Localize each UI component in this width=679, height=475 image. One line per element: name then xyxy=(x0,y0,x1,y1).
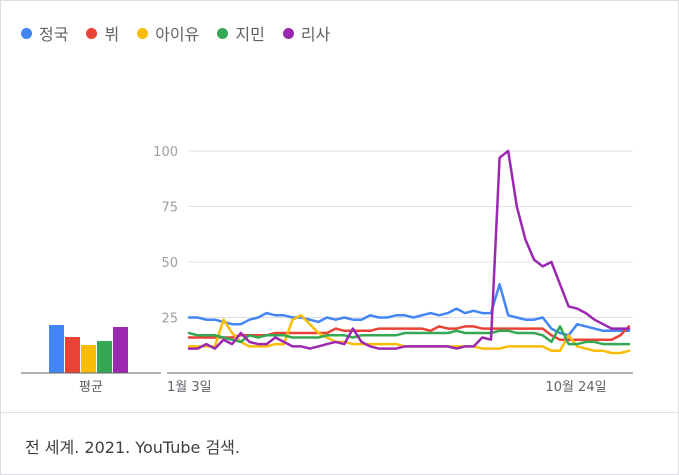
y-tick-label: 25 xyxy=(161,312,178,327)
bar-axis-label: 평균 xyxy=(79,380,103,395)
average-bar[interactable] xyxy=(97,341,112,373)
legend-dot-icon xyxy=(282,27,294,39)
average-bar-chart: 평균 xyxy=(21,325,161,395)
series-line[interactable] xyxy=(187,325,631,346)
legend-dot-icon xyxy=(137,27,149,39)
legend-label: 뷔 xyxy=(104,25,120,44)
legend-dot-icon xyxy=(217,27,229,39)
legend-item[interactable]: 리사 xyxy=(282,21,331,45)
footer-caption: 전 세계. 2021. YouTube 검색. xyxy=(25,438,240,457)
average-bar[interactable] xyxy=(65,337,80,373)
legend-dot-icon xyxy=(21,27,32,39)
legend-label: 지민 xyxy=(235,25,265,44)
y-tick-label: 100 xyxy=(153,145,178,160)
series-line[interactable] xyxy=(187,282,631,337)
trend-lines xyxy=(187,149,631,355)
legend-item[interactable]: 뷔 xyxy=(86,21,119,45)
average-bar[interactable] xyxy=(81,345,96,373)
legend-label: 리사 xyxy=(300,25,331,44)
legend-label: 정국 xyxy=(39,25,69,44)
legend-label: 아이유 xyxy=(155,25,200,44)
chart-area: 평균 25 50 75 100 1월 3일 10월 24일 xyxy=(21,145,633,395)
legend-item[interactable]: 아이유 xyxy=(137,21,199,45)
average-bar[interactable] xyxy=(113,327,128,373)
y-axis-ticks: 25 50 75 100 xyxy=(153,145,178,327)
y-tick-label: 50 xyxy=(161,256,178,271)
legend: 정국 뷔 아이유 지민 리사 xyxy=(21,21,330,45)
x-tick-label: 1월 3일 xyxy=(167,380,212,395)
footer-divider xyxy=(1,412,678,413)
average-bar[interactable] xyxy=(49,325,64,373)
legend-item[interactable]: 지민 xyxy=(217,21,265,45)
series-line[interactable] xyxy=(187,149,631,350)
gridlines xyxy=(167,150,633,374)
x-axis-ticks: 1월 3일 10월 24일 xyxy=(167,380,607,395)
legend-dot-icon xyxy=(86,27,98,39)
legend-item[interactable]: 정국 xyxy=(21,21,68,45)
x-tick-label: 10월 24일 xyxy=(545,380,606,395)
y-tick-label: 75 xyxy=(161,201,178,216)
